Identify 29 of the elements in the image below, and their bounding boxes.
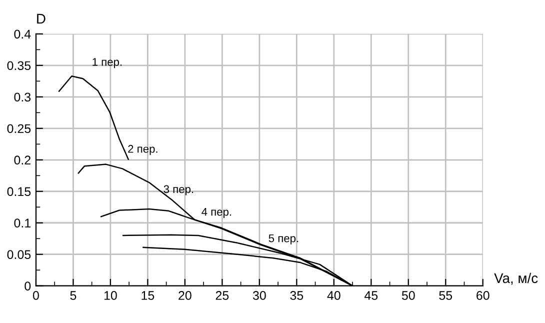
x-tick-label: 30 — [252, 291, 266, 300]
y-tick-label: 0.4 — [14, 30, 31, 39]
y-tick-label: 0.2 — [14, 156, 30, 165]
x-tick-label: 60 — [476, 291, 490, 300]
x-tick-label: 40 — [327, 291, 340, 300]
x-tick-label: 0 — [32, 291, 39, 300]
x-tick-label: 35 — [290, 291, 304, 300]
y-tick-label: 0.25 — [7, 124, 31, 134]
x-tick-label: 45 — [364, 291, 378, 300]
y-tick-label: 0 — [24, 282, 31, 291]
x-tick-label: 20 — [178, 291, 192, 300]
annotation: 1 пер. — [92, 58, 122, 68]
x-tick-label: 10 — [104, 291, 117, 300]
x-axis-title: Va, м/с — [494, 272, 538, 285]
y-tick-label: 0.05 — [7, 250, 31, 260]
annotation: 5 пер. — [268, 234, 298, 244]
x-tick-label: 25 — [216, 291, 229, 300]
y-tick-label: 0.35 — [7, 61, 31, 70]
x-tick-label: 50 — [402, 291, 415, 300]
y-tick-label: 0.3 — [14, 92, 31, 102]
annotation: 2 пер. — [128, 144, 158, 155]
y-tick-label: 0.15 — [7, 187, 31, 196]
y-tick-label: 0.1 — [14, 218, 30, 228]
x-tick-label: 5 — [70, 291, 76, 300]
annotation: 4 пер. — [202, 208, 232, 218]
y-axis-title: D — [37, 14, 46, 24]
x-tick-label: 15 — [142, 291, 154, 300]
annotation: 3 пер. — [164, 185, 194, 196]
x-tick-label: 55 — [439, 291, 452, 300]
